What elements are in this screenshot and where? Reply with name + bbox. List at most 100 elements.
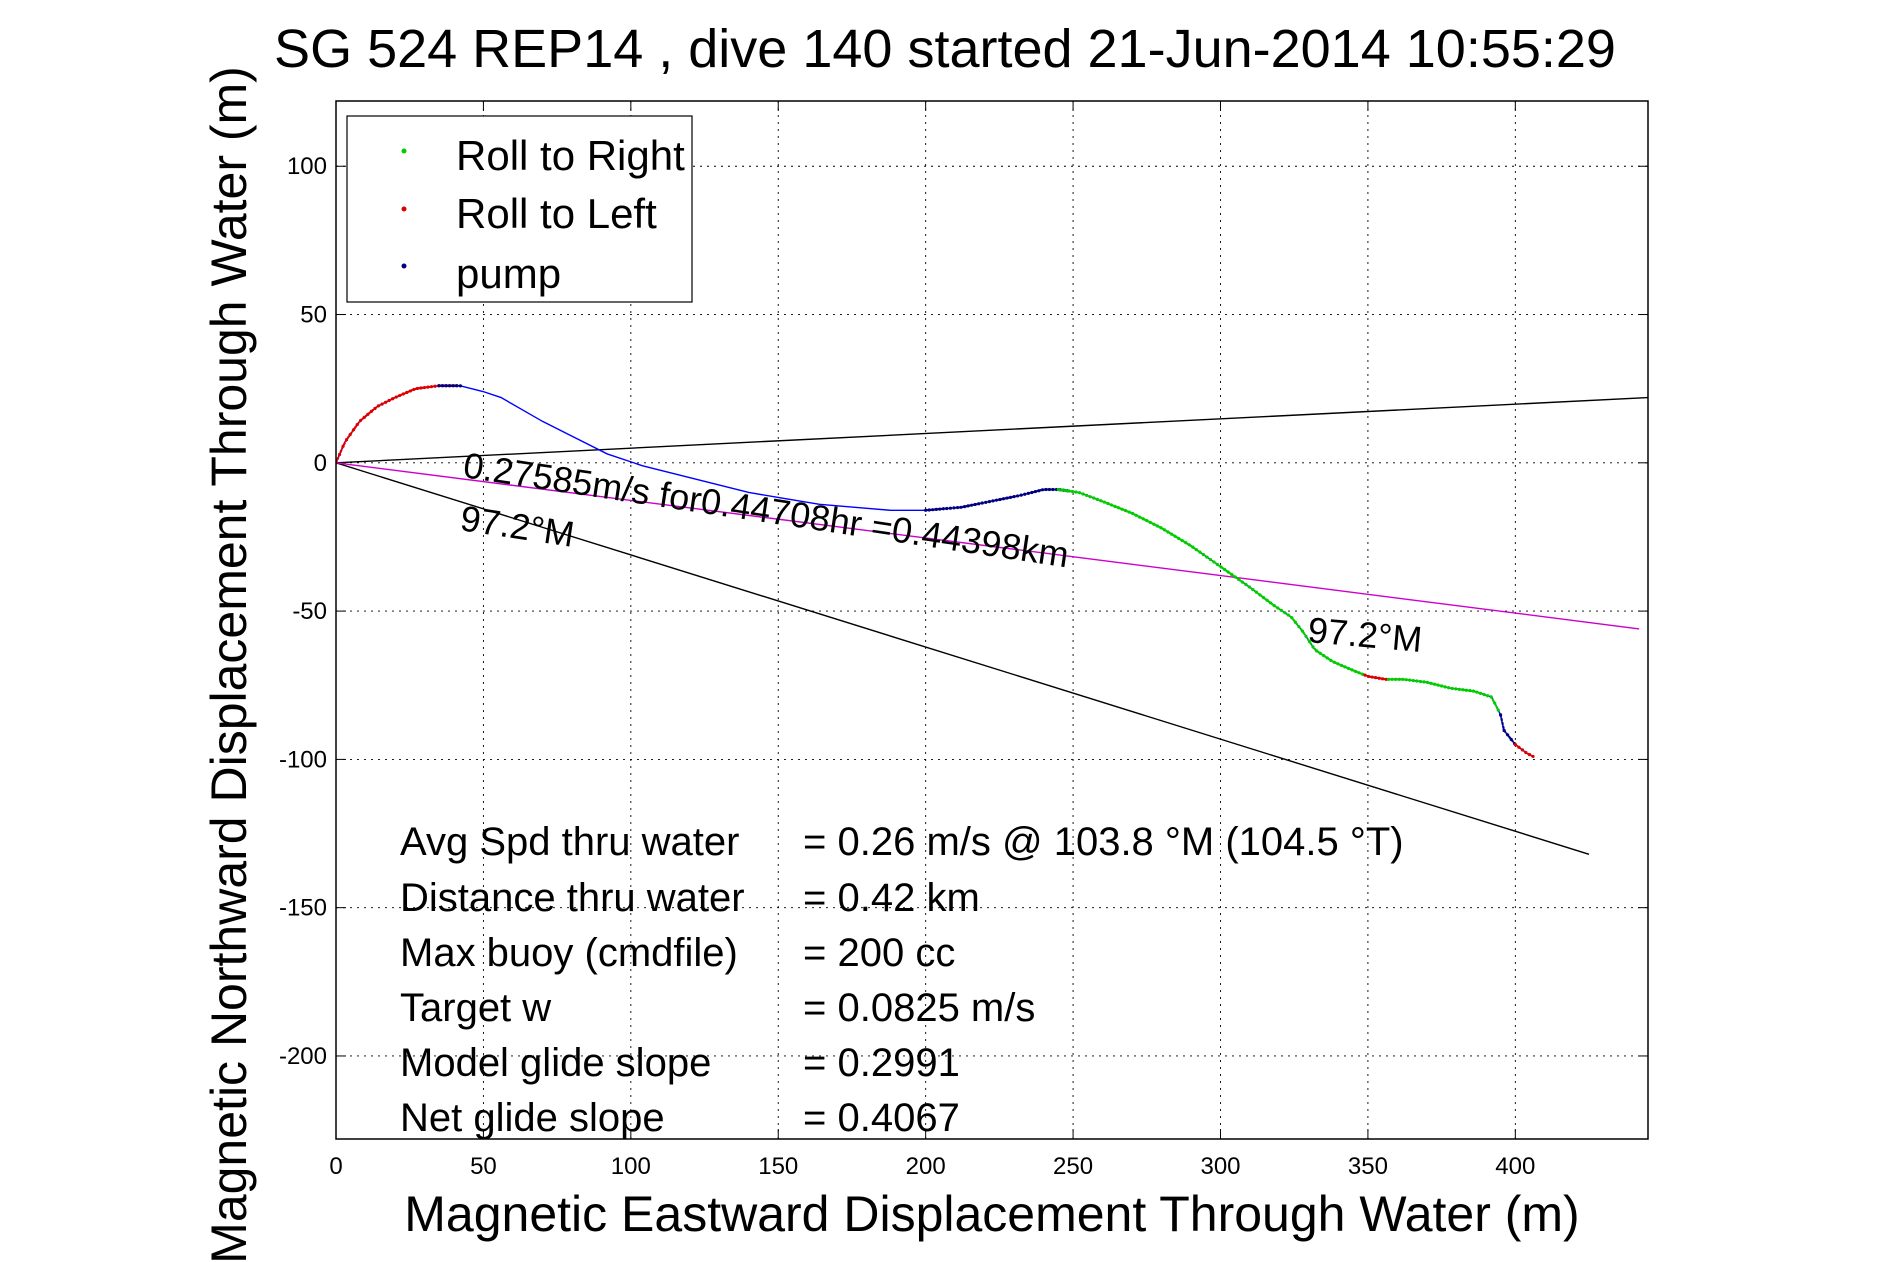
- marker-roll_right: [1493, 701, 1497, 705]
- marker-roll_right: [1215, 562, 1220, 567]
- y-axis-label: Magnetic Northward Displacement Through …: [201, 66, 257, 1262]
- marker-roll_left: [408, 389, 412, 393]
- marker-roll_left: [337, 452, 342, 457]
- marker-roll_right: [1411, 678, 1415, 683]
- marker-roll_right: [1254, 590, 1259, 594]
- marker-roll_right: [1077, 491, 1082, 495]
- marker-pump: [998, 497, 1002, 502]
- marker-roll_left: [1366, 674, 1371, 679]
- marker-roll_right: [1141, 517, 1145, 521]
- marker-roll_left: [1524, 750, 1528, 755]
- marker-pump: [1008, 495, 1013, 499]
- marker-pump: [451, 384, 455, 388]
- marker-roll_right: [1201, 552, 1205, 557]
- marker-pump: [1502, 728, 1506, 733]
- marker-roll_right: [1457, 687, 1461, 691]
- marker-roll_right: [1088, 495, 1092, 499]
- reference-lines: [336, 396, 1648, 855]
- line-lower: [336, 462, 1590, 855]
- marker-roll_right: [1432, 682, 1437, 686]
- x-tick-label: 400: [1495, 1153, 1535, 1180]
- marker-pump: [441, 384, 445, 388]
- marker-roll_right: [1145, 519, 1149, 523]
- marker-roll_right: [1450, 686, 1454, 691]
- axis-ticks: 0 50 100 150 200 250 300 350 400 100 50 0 -50 -100 -15…: [279, 101, 1648, 1180]
- marker-pump: [437, 384, 441, 388]
- marker-roll_right: [1468, 689, 1472, 693]
- marker-roll_right: [1244, 582, 1248, 587]
- marker-pump: [1506, 733, 1510, 737]
- marker-roll_right: [1401, 677, 1405, 681]
- marker-roll_left: [419, 386, 423, 390]
- marker-roll_right: [1440, 684, 1444, 688]
- marker-roll_right: [1397, 677, 1401, 681]
- marker-roll_left: [405, 390, 409, 395]
- marker-roll_right: [1343, 665, 1347, 669]
- marker-roll_right: [1276, 606, 1280, 610]
- marker-roll_right: [1251, 588, 1255, 592]
- marker-roll_right: [1152, 522, 1156, 526]
- marker-roll_right: [1109, 503, 1114, 507]
- marker-roll_right: [1095, 497, 1099, 501]
- marker-roll_left: [380, 402, 384, 406]
- marker-roll_right: [1272, 603, 1276, 608]
- marker-pump: [1498, 713, 1503, 717]
- marker-roll_right: [1230, 572, 1234, 577]
- marker-roll_right: [1219, 565, 1223, 569]
- y-tick-label: -50: [292, 598, 327, 625]
- stat-label-model-glide: Model glide slope: [400, 1041, 711, 1085]
- y-tick-label: -150: [279, 895, 327, 922]
- marker-roll_right: [1478, 691, 1483, 695]
- marker-roll_right: [1461, 688, 1465, 692]
- marker-roll_left: [401, 392, 405, 396]
- marker-roll_right: [1120, 507, 1124, 511]
- y-tick-label: 0: [314, 450, 327, 477]
- marker-roll_right: [1304, 634, 1308, 638]
- x-tick-label: 200: [906, 1153, 946, 1180]
- x-tick-label: 100: [611, 1153, 651, 1180]
- marker-roll_right: [1415, 679, 1419, 683]
- marker-roll_right: [1482, 692, 1486, 697]
- marker-roll_right: [1418, 679, 1422, 684]
- line-upper: [336, 396, 1648, 464]
- marker-roll_right: [1261, 596, 1266, 600]
- marker-roll_right: [1408, 678, 1412, 682]
- marker-roll_right: [1265, 598, 1269, 602]
- marker-roll_right: [1436, 683, 1440, 687]
- marker-roll_left: [348, 432, 352, 437]
- marker-roll_right: [1293, 620, 1297, 624]
- marker-roll_left: [398, 393, 402, 398]
- marker-pump: [1005, 496, 1009, 500]
- legend-label-roll-right: Roll to Right: [456, 132, 685, 179]
- stat-label-target-w: Target w: [400, 986, 551, 1030]
- marker-pump: [927, 508, 931, 512]
- marker-pump: [1023, 492, 1027, 496]
- marker-roll_right: [1138, 515, 1142, 519]
- marker-roll_right: [1226, 570, 1230, 574]
- marker-pump: [1051, 487, 1055, 492]
- marker-roll_right: [1187, 543, 1191, 547]
- marker-roll_right: [1279, 608, 1283, 612]
- marker-roll_right: [1162, 528, 1167, 532]
- marker-roll_right: [1290, 616, 1294, 620]
- marker-roll_right: [1127, 510, 1131, 514]
- marker-roll_left: [345, 437, 349, 442]
- marker-roll_right: [1169, 532, 1174, 536]
- marker-roll_right: [1148, 520, 1152, 525]
- stat-label-avg-speed: Avg Spd thru water: [400, 820, 739, 864]
- marker-roll_right: [1092, 496, 1096, 500]
- marker-roll_right: [1471, 689, 1476, 693]
- legend-marker-roll-right: [401, 148, 407, 154]
- legend-label-roll-left: Roll to Left: [456, 190, 657, 237]
- marker-roll_right: [1464, 688, 1468, 692]
- marker-pump: [959, 505, 963, 509]
- marker-roll_left: [1384, 677, 1388, 681]
- marker-pump: [1047, 487, 1052, 492]
- y-tick-label: -200: [279, 1043, 327, 1070]
- marker-pump: [1037, 489, 1041, 493]
- line-heading: [336, 462, 1640, 630]
- marker-pump: [444, 384, 448, 388]
- heading-annotation-right: 97.2°M: [1306, 609, 1424, 660]
- marker-pump: [455, 384, 459, 388]
- marker-pump: [987, 500, 991, 504]
